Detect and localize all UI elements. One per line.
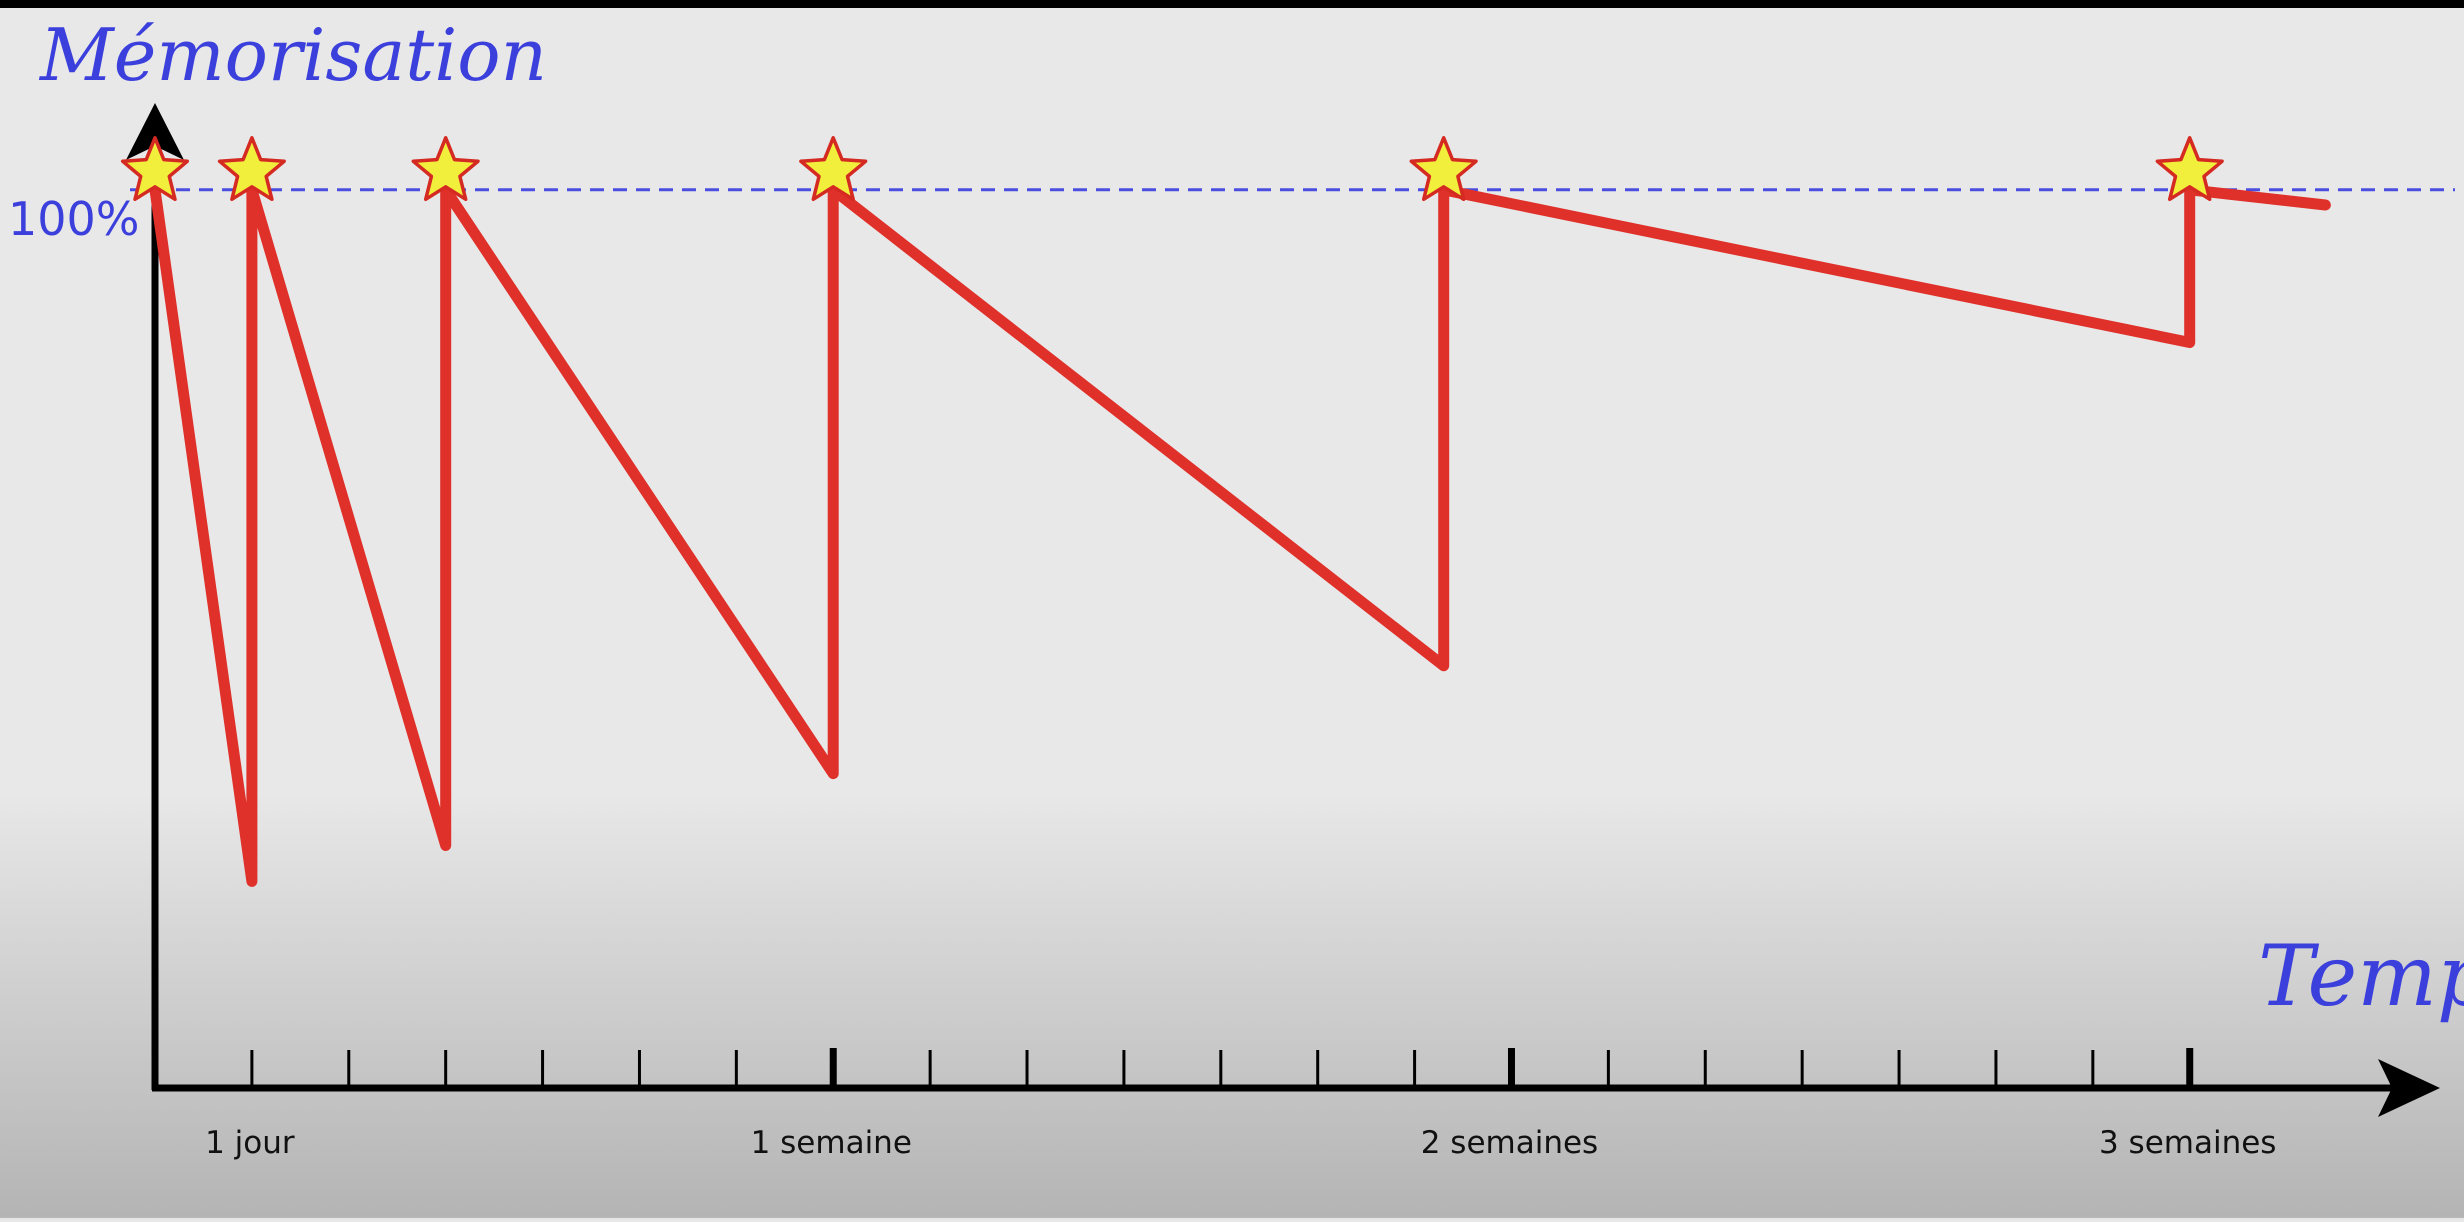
review-star-icon	[120, 136, 190, 202]
axis-layer	[126, 103, 2440, 1117]
review-star-icon	[2155, 136, 2224, 202]
x-axis-arrowhead	[2378, 1059, 2440, 1117]
x-tick-label: 3 semaines	[2099, 1125, 2276, 1161]
x-tick-label: 1 semaine	[751, 1125, 912, 1161]
reference-label-100-percent: 100%	[8, 192, 140, 246]
y-axis-label: Mémorisation	[38, 13, 547, 97]
review-star-icon	[1409, 136, 1478, 202]
y-axis-arrowhead	[126, 103, 184, 160]
x-tick-label: 1 jour	[205, 1125, 295, 1161]
curve-layer	[149, 184, 2331, 887]
top-border	[0, 0, 2464, 8]
review-star-icon	[217, 136, 286, 202]
x-axis-label: Temps	[2258, 927, 2464, 1025]
x-tick-label: 2 semaines	[1421, 1125, 1598, 1161]
review-star-icon	[799, 136, 868, 202]
review-star-layer	[120, 136, 2224, 202]
tick-label-layer: 1 jour 1 semaine 2 semaines 3 semaines	[205, 1125, 2276, 1161]
review-star-icon	[411, 136, 480, 202]
memory-curve-line	[149, 184, 2331, 887]
